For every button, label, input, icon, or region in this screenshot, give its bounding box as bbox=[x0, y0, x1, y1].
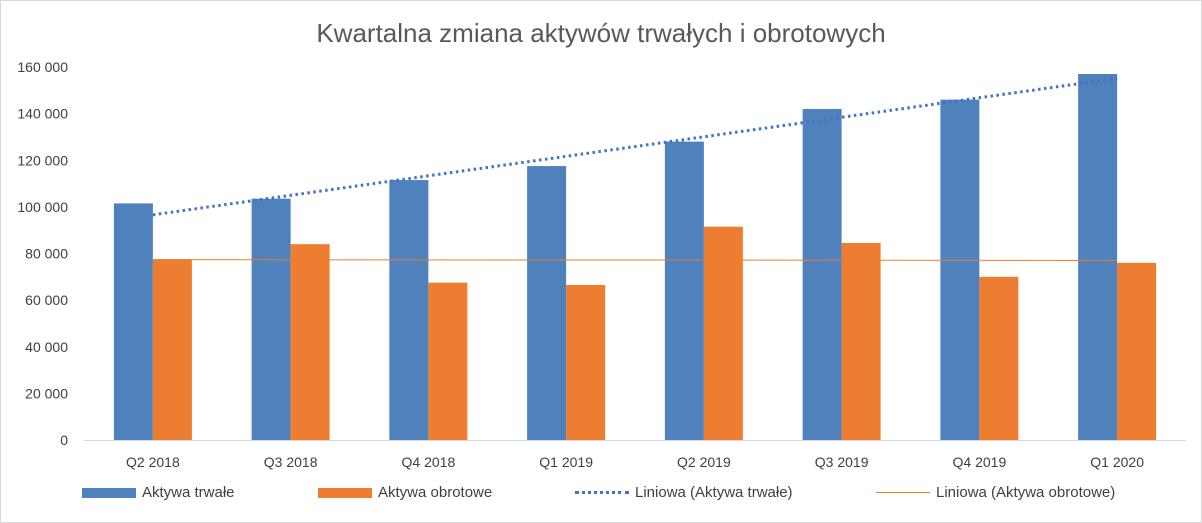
x-tick-label: Q1 2020 bbox=[1090, 454, 1144, 470]
bar-aktywa-obrotowe bbox=[979, 276, 1019, 440]
y-tick-label: 60 000 bbox=[25, 292, 68, 308]
bar-aktywa-trwale bbox=[527, 166, 567, 440]
legend-swatch-trend-obrotowe bbox=[876, 492, 930, 493]
y-tick-label: 40 000 bbox=[25, 339, 68, 355]
y-tick-label: 100 000 bbox=[17, 199, 68, 215]
legend-label-trend-obrotowe: Liniowa (Aktywa obrotowe) bbox=[936, 484, 1116, 501]
x-tick-label: Q3 2018 bbox=[264, 454, 318, 470]
y-tick-label: 120 000 bbox=[17, 152, 68, 168]
bar-aktywa-trwale bbox=[940, 99, 980, 440]
x-tick-label: Q4 2019 bbox=[953, 454, 1007, 470]
bar-aktywa-obrotowe bbox=[1117, 262, 1157, 440]
legend-label-trend-trwale: Liniowa (Aktywa trwałe) bbox=[635, 484, 793, 501]
legend-label-aktywa-obrotowe: Aktywa obrotowe bbox=[378, 484, 493, 501]
bar-aktywa-obrotowe bbox=[566, 284, 606, 440]
bar-aktywa-obrotowe bbox=[152, 259, 192, 440]
x-tick-label: Q3 2019 bbox=[815, 454, 869, 470]
bar-aktywa-trwale bbox=[1078, 73, 1118, 441]
x-tick-label: Q1 2019 bbox=[539, 454, 593, 470]
x-tick-label: Q4 2018 bbox=[402, 454, 456, 470]
y-tick-label: 20 000 bbox=[25, 385, 68, 401]
bar-aktywa-trwale bbox=[251, 198, 291, 440]
legend-swatch-aktywa-trwale bbox=[82, 487, 136, 498]
legend-swatch-aktywa-obrotowe bbox=[318, 487, 372, 498]
x-tick-label: Q2 2019 bbox=[677, 454, 731, 470]
bar-aktywa-trwale bbox=[802, 108, 842, 441]
legend-swatch-trend-trwale bbox=[575, 491, 629, 494]
trendline-aktywa-trwale bbox=[152, 76, 1118, 217]
legend-item-aktywa-trwale: Aktywa trwałe bbox=[82, 484, 235, 501]
bar-aktywa-obrotowe bbox=[703, 226, 743, 440]
legend-item-aktywa-obrotowe: Aktywa obrotowe bbox=[318, 484, 492, 501]
legend-item-trend-trwale: Liniowa (Aktywa trwałe) bbox=[575, 484, 793, 501]
bar-aktywa-trwale bbox=[389, 180, 429, 441]
y-tick-label: 160 000 bbox=[17, 59, 68, 75]
bar-aktywa-obrotowe bbox=[428, 282, 468, 440]
y-tick-label: 0 bbox=[60, 432, 68, 448]
bar-aktywa-obrotowe bbox=[841, 243, 881, 440]
bar-aktywa-obrotowe bbox=[290, 244, 330, 440]
chart-title: Kwartalna zmiana aktywów trwałych i obro… bbox=[316, 18, 886, 48]
chart-legend: Aktywa trwałe Aktywa obrotowe Liniowa (A… bbox=[0, 484, 1202, 508]
y-tick-label: 140 000 bbox=[17, 106, 68, 122]
bar-aktywa-trwale bbox=[113, 203, 153, 440]
x-tick-label: Q2 2018 bbox=[126, 454, 180, 470]
legend-label-aktywa-trwale: Aktywa trwałe bbox=[142, 484, 235, 501]
trendline-aktywa-obrotowe bbox=[152, 259, 1118, 261]
legend-item-trend-obrotowe: Liniowa (Aktywa obrotowe) bbox=[876, 484, 1115, 501]
bar-aktywa-trwale bbox=[664, 141, 704, 440]
y-tick-label: 80 000 bbox=[25, 246, 68, 262]
